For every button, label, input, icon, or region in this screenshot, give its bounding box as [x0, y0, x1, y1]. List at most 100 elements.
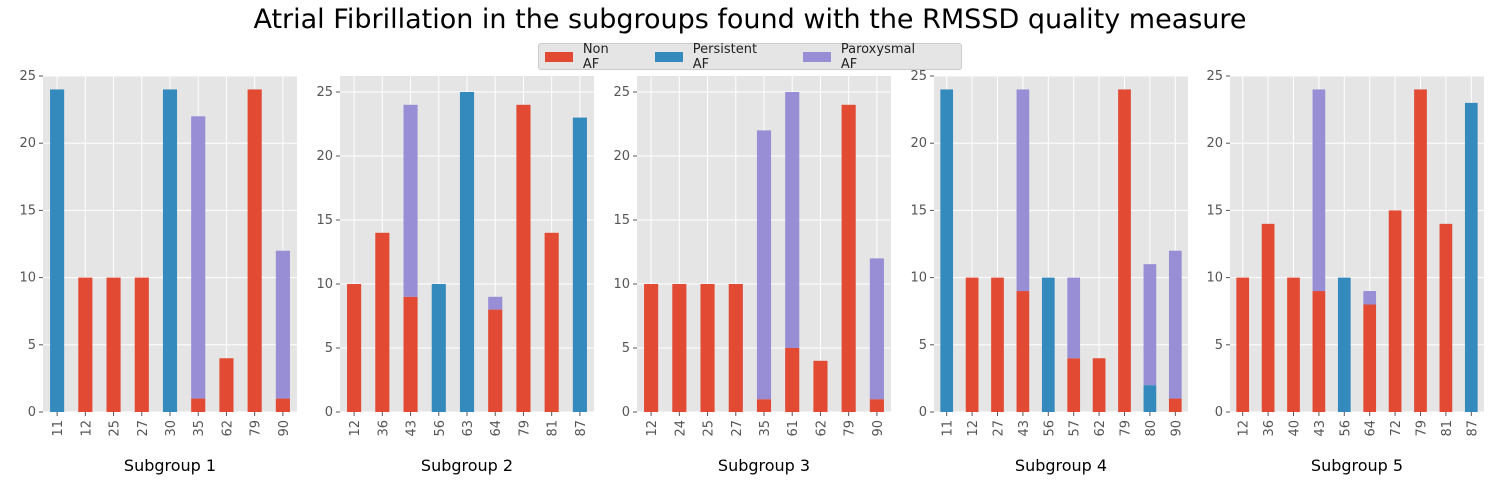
bar-persistent-af-87 — [572, 117, 587, 412]
legend-swatch-paroxysmal-af — [803, 51, 831, 62]
x-tick-label: 79 — [843, 420, 858, 437]
bar-paroxysmal-af-35 — [191, 116, 206, 399]
y-tick-label: 0 — [622, 405, 630, 420]
x-tick-label: 81 — [1440, 420, 1455, 437]
legend-item-non-af: Non AF — [545, 42, 629, 72]
y-tick-label: 25 — [1206, 69, 1223, 84]
y-tick-label: 10 — [613, 277, 630, 292]
bar-non-af-12 — [78, 277, 93, 412]
bar-non-af-62 — [1092, 358, 1106, 412]
y-tick-label: 20 — [316, 149, 333, 164]
y-tick-label: 25 — [316, 85, 333, 100]
legend-item-paroxysmal-af: Paroxysmal AF — [803, 42, 935, 72]
x-tick-label: 56 — [433, 420, 448, 437]
x-tick-label: 11 — [51, 420, 66, 437]
bar-paroxysmal-af-61 — [785, 92, 800, 348]
bar-paroxysmal-af-43 — [1312, 89, 1326, 292]
bar-non-af-40 — [1287, 277, 1300, 412]
bar-non-af-90 — [1168, 398, 1182, 412]
bar-non-af-25 — [106, 277, 121, 412]
y-tick-label: 0 — [325, 405, 333, 420]
bar-non-af-43 — [1312, 291, 1326, 412]
bar-non-af-27 — [134, 277, 149, 412]
y-tick-label: 10 — [316, 277, 333, 292]
y-tick-label: 25 — [613, 85, 630, 100]
y-tick-label: 15 — [613, 213, 630, 228]
x-tick-label: 43 — [1313, 420, 1328, 437]
bar-persistent-af-11 — [50, 89, 65, 412]
y-tick-label: 20 — [19, 136, 36, 151]
y-tick-label: 15 — [910, 203, 927, 218]
bar-paroxysmal-af-35 — [756, 130, 772, 400]
x-tick-label: 90 — [1169, 420, 1184, 437]
y-tick-label: 5 — [28, 338, 36, 353]
bar-non-af-90 — [869, 399, 884, 412]
x-tick-label: 64 — [489, 420, 504, 437]
x-tick-label: 63 — [461, 420, 476, 437]
legend-swatch-persistent-af — [654, 51, 683, 62]
bar-non-af-36 — [375, 232, 390, 412]
x-axis-label: Subgroup 1 — [124, 456, 216, 475]
x-tick-label: 35 — [758, 420, 773, 437]
x-tick-label: 81 — [546, 420, 561, 437]
x-tick-label: 79 — [1119, 420, 1134, 437]
bar-persistent-af-11 — [940, 89, 954, 412]
x-tick-label: 24 — [673, 420, 688, 437]
x-tick-label: 90 — [871, 420, 886, 437]
bar-non-af-72 — [1388, 210, 1402, 412]
legend-label-non-af: Non AF — [582, 41, 609, 72]
x-axis-label: Subgroup 5 — [1311, 456, 1403, 475]
subplot-2: 0 5 10 15 20 25 12 36 43 56 63 64 79 81 87 Subgroup 2 — [316, 76, 594, 475]
x-tick-label: 80 — [1144, 420, 1159, 437]
bar-paroxysmal-af-57 — [1067, 277, 1081, 359]
x-axis-label: Subgroup 3 — [718, 456, 810, 475]
x-tick-label: 12 — [1237, 420, 1252, 437]
x-tick-label: 43 — [405, 420, 420, 437]
bar-non-af-12 — [1236, 277, 1250, 412]
bar-non-af-12 — [965, 277, 979, 412]
x-tick-label: 36 — [376, 420, 391, 437]
x-tick-label: 62 — [1093, 420, 1108, 437]
bar-non-af-64 — [488, 309, 503, 412]
x-axis-label: Subgroup 2 — [421, 456, 513, 475]
x-tick-label: 87 — [1465, 420, 1480, 437]
bar-non-af-62 — [813, 360, 828, 412]
legend-swatch-non-af — [545, 51, 573, 62]
y-tick-label: 25 — [910, 69, 927, 84]
bar-persistent-af-30 — [162, 89, 178, 412]
bar-non-af-61 — [785, 348, 800, 412]
y-tick-label: 5 — [919, 338, 927, 353]
y-tick-label: 15 — [19, 203, 36, 218]
bar-non-af-12 — [644, 284, 659, 412]
bar-persistent-af-80 — [1143, 385, 1157, 412]
legend-label-persistent-af: Persistent AF — [692, 41, 758, 72]
bar-non-af-35 — [191, 398, 206, 412]
subplot-3: 0 5 10 15 20 25 12 24 25 27 35 61 62 79 90 Subgroup 3 — [613, 76, 891, 475]
bar-non-af-27 — [728, 284, 743, 412]
subplot-1: 0 5 10 15 20 25 11 12 25 27 30 35 62 79 90 Subgroup 1 — [19, 69, 297, 475]
x-tick-label: 12 — [79, 420, 94, 437]
x-tick-label: 64 — [1364, 420, 1379, 437]
bar-paroxysmal-af-80 — [1143, 264, 1157, 386]
x-tick-label: 35 — [192, 420, 207, 437]
bar-non-af-25 — [700, 284, 715, 412]
bar-non-af-35 — [756, 399, 772, 412]
y-tick-label: 25 — [19, 69, 36, 84]
bar-non-af-79 — [841, 104, 856, 413]
x-tick-label: 40 — [1288, 420, 1303, 437]
x-tick-label: 27 — [730, 420, 745, 437]
x-tick-label: 43 — [1017, 420, 1032, 437]
y-tick-label: 15 — [316, 213, 333, 228]
y-tick-label: 0 — [1215, 405, 1223, 420]
legend-item-persistent-af: Persistent AF — [654, 41, 777, 72]
y-tick-label: 10 — [19, 271, 36, 286]
bar-paroxysmal-af-43 — [403, 104, 418, 297]
legend: Non AF Persistent AF Paroxysmal AF — [538, 41, 962, 72]
bar-non-af-79 — [1118, 89, 1131, 412]
x-tick-label: 57 — [1068, 420, 1083, 437]
y-tick-label: 0 — [919, 405, 927, 420]
y-tick-label: 5 — [325, 341, 333, 356]
x-tick-label: 11 — [941, 420, 956, 437]
x-tick-label: 25 — [702, 420, 717, 437]
